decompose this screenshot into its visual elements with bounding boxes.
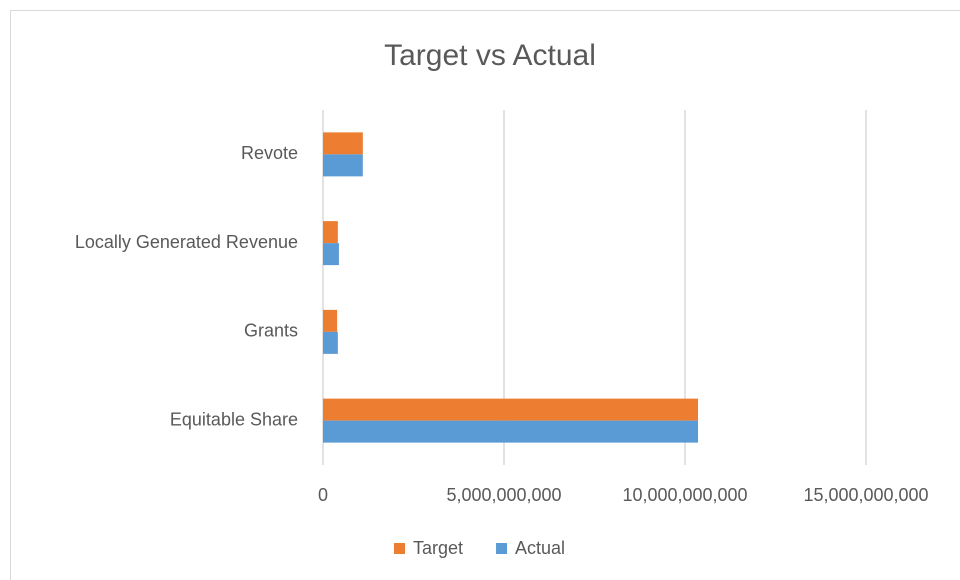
bar [323,132,363,155]
x-tick-label: 10,000,000,000 [622,485,747,505]
legend-label: Actual [515,538,565,558]
x-tick-label: 5,000,000,000 [446,485,561,505]
bar [323,420,699,443]
y-tick-label: Revote [241,143,298,163]
chart-title: Target vs Actual [384,39,596,72]
y-tick-label: Locally Generated Revenue [75,232,298,252]
bar [323,398,699,421]
bar [323,331,338,354]
bar [323,309,338,332]
bar [323,154,363,177]
x-tick-label: 0 [318,485,328,505]
bar [323,221,338,244]
x-tick-label: 15,000,000,000 [803,485,928,505]
bar [323,243,339,266]
legend-swatch [394,543,405,554]
chart-frame [10,10,960,580]
y-tick-label: Grants [244,321,298,341]
legend-swatch [496,543,508,554]
y-tick-label: Equitable Share [170,409,298,429]
legend-label: Target [413,538,463,558]
